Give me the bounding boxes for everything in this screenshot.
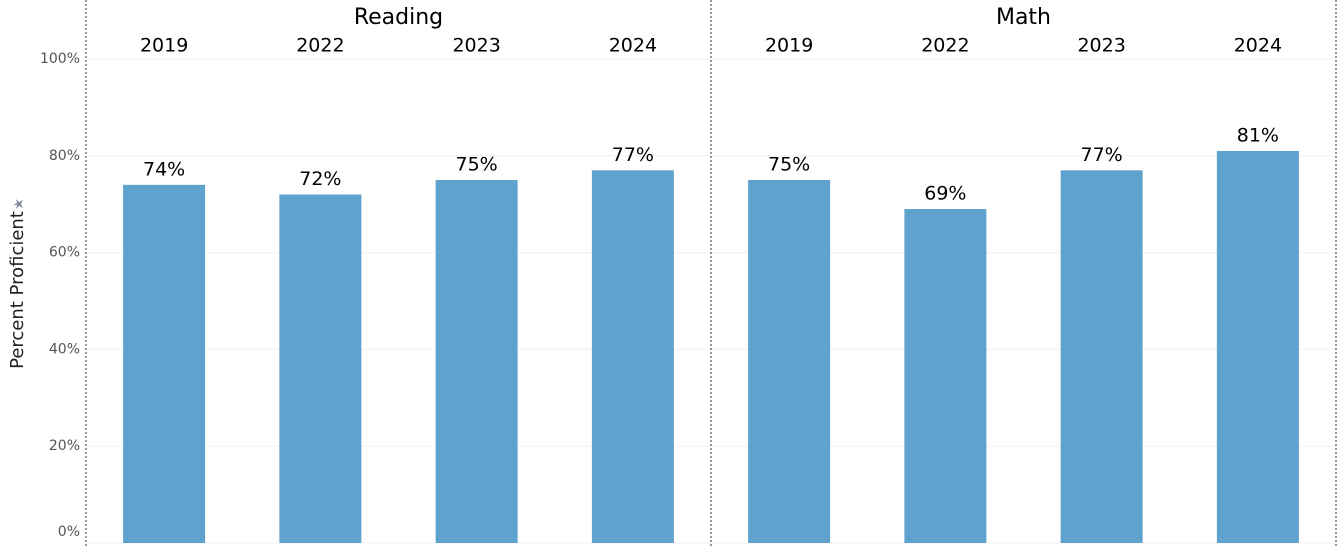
y-tick-label: 60% (49, 245, 80, 261)
panel-title: Math (996, 5, 1051, 30)
panel-title: Reading (354, 5, 443, 30)
y-tick-label: 100% (40, 51, 80, 67)
bar (1060, 170, 1143, 543)
x-tick-label: 2024 (609, 35, 657, 57)
y-tick-label: 40% (49, 341, 80, 357)
y-tick-label: 0% (58, 524, 80, 540)
value-label: 75% (456, 154, 498, 176)
y-axis-label: Percent Proficient (7, 211, 28, 369)
x-tick-label: 2023 (452, 35, 500, 57)
value-label: 77% (1081, 144, 1123, 166)
bar (748, 180, 831, 543)
x-tick-label: 2019 (140, 35, 188, 57)
sort-icon (13, 199, 23, 209)
bar (435, 180, 518, 543)
bar (279, 194, 362, 543)
x-tick-label: 2024 (1234, 35, 1282, 57)
y-tick-label: 20% (49, 438, 80, 454)
y-tick-label: 80% (49, 148, 80, 164)
value-label: 72% (299, 168, 341, 190)
bar (123, 184, 206, 543)
value-label: 74% (143, 158, 185, 180)
value-label: 75% (768, 154, 810, 176)
x-tick-label: 2023 (1077, 35, 1125, 57)
bar (904, 209, 987, 544)
x-tick-label: 2019 (765, 35, 813, 57)
value-label: 81% (1237, 124, 1279, 146)
x-tick-label: 2022 (296, 35, 344, 57)
value-label: 77% (612, 144, 654, 166)
x-tick-label: 2022 (921, 35, 969, 57)
bar (591, 170, 674, 543)
value-label: 69% (924, 183, 966, 205)
bar (1216, 150, 1299, 543)
